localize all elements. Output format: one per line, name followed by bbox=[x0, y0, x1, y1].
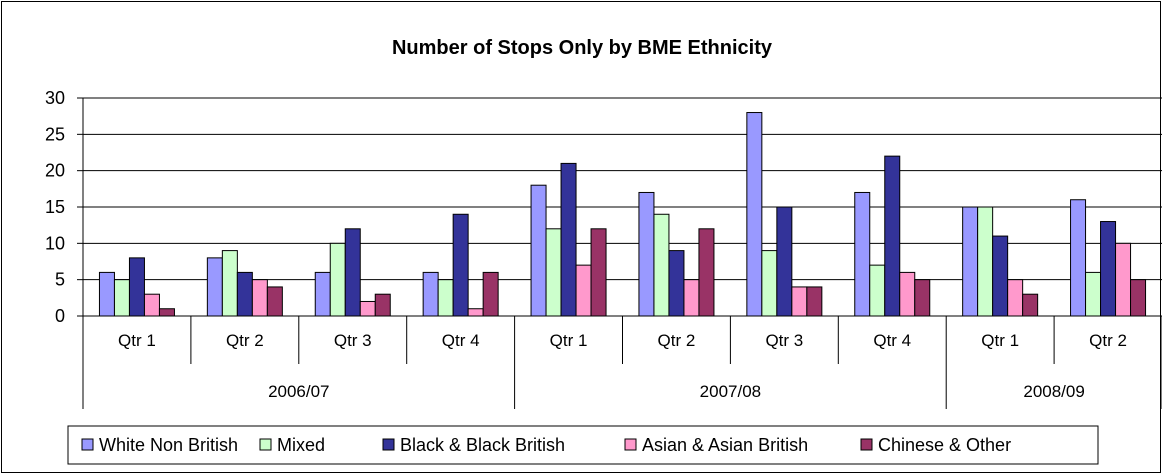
legend-label: Mixed bbox=[277, 435, 325, 455]
bar bbox=[530, 184, 547, 317]
bar bbox=[266, 286, 283, 317]
bar bbox=[698, 228, 715, 317]
bar bbox=[1100, 221, 1117, 317]
bar bbox=[869, 264, 886, 317]
bar bbox=[1115, 242, 1132, 317]
legend-box bbox=[67, 425, 1099, 465]
category-label: Qtr 2 bbox=[1089, 331, 1127, 350]
legend-swatch bbox=[81, 438, 94, 451]
bar bbox=[590, 228, 607, 317]
group-label: 2006/07 bbox=[268, 382, 329, 401]
category-label: Qtr 3 bbox=[765, 331, 803, 350]
bar bbox=[977, 206, 994, 317]
bar bbox=[899, 271, 916, 317]
bar bbox=[761, 250, 778, 317]
category-label: Qtr 2 bbox=[658, 331, 696, 350]
y-tick-label: 0 bbox=[55, 306, 65, 326]
group-label: 2008/09 bbox=[1023, 382, 1084, 401]
legend-swatch bbox=[624, 438, 637, 451]
y-tick-label: 10 bbox=[45, 233, 65, 253]
bar bbox=[482, 271, 499, 317]
bar bbox=[158, 308, 175, 317]
legend-label: White Non British bbox=[99, 435, 238, 455]
bar bbox=[374, 293, 391, 317]
bar bbox=[560, 162, 577, 317]
y-tick-label: 15 bbox=[45, 197, 65, 217]
bar bbox=[452, 213, 469, 317]
legend: White Non British Mixed Black & Black Brit… bbox=[67, 425, 1099, 465]
legend-swatch bbox=[259, 438, 272, 451]
bar bbox=[668, 250, 685, 317]
bar bbox=[422, 271, 439, 317]
bar bbox=[653, 213, 670, 317]
bar bbox=[467, 308, 484, 317]
bar bbox=[1085, 271, 1102, 317]
bar bbox=[221, 250, 238, 317]
bar bbox=[992, 235, 1009, 317]
category-label: Qtr 1 bbox=[550, 331, 588, 350]
legend-swatch bbox=[382, 438, 395, 451]
legend-label: Chinese & Other bbox=[878, 435, 1011, 455]
bar bbox=[776, 206, 793, 317]
bar bbox=[344, 228, 361, 317]
bar bbox=[854, 191, 871, 317]
bar bbox=[1007, 279, 1024, 317]
category-label: Qtr 1 bbox=[981, 331, 1019, 350]
bar bbox=[236, 271, 253, 317]
bar bbox=[113, 279, 130, 317]
bar bbox=[545, 228, 562, 317]
bar bbox=[1022, 293, 1039, 317]
bar bbox=[437, 279, 454, 317]
chart-title: Number of Stops Only by BME Ethnicity bbox=[392, 37, 773, 59]
bar bbox=[206, 257, 223, 317]
y-tick-label: 5 bbox=[55, 270, 65, 290]
axes: 0 5 10 15 20 25 30 Qtr 1 Qtr 2 Qtr 3 Qtr 4 Qtr 1 Qtr… bbox=[45, 88, 1162, 409]
bars bbox=[98, 112, 1147, 317]
y-tick-label: 25 bbox=[45, 124, 65, 144]
bar bbox=[98, 271, 115, 317]
bar bbox=[143, 293, 160, 317]
legend-swatch bbox=[860, 438, 873, 451]
bar bbox=[884, 155, 901, 317]
bar bbox=[746, 112, 763, 317]
bar bbox=[1130, 279, 1147, 317]
group-label: 2007/08 bbox=[700, 382, 761, 401]
bar bbox=[251, 279, 268, 317]
bar bbox=[1070, 199, 1087, 317]
y-tick-label: 20 bbox=[45, 161, 65, 181]
category-label: Qtr 4 bbox=[442, 331, 480, 350]
bar bbox=[914, 279, 931, 317]
bar bbox=[329, 242, 346, 317]
bar bbox=[962, 206, 979, 317]
legend-label: Black & Black British bbox=[400, 435, 565, 455]
bar bbox=[575, 264, 592, 317]
bar bbox=[791, 286, 808, 317]
category-label: Qtr 2 bbox=[226, 331, 264, 350]
y-tick-label: 30 bbox=[45, 88, 65, 108]
bar bbox=[683, 279, 700, 317]
category-label: Qtr 4 bbox=[873, 331, 911, 350]
bar bbox=[128, 257, 145, 317]
bar bbox=[359, 300, 376, 317]
category-label: Qtr 1 bbox=[118, 331, 156, 350]
legend-label: Asian & Asian British bbox=[642, 435, 808, 455]
bar bbox=[314, 271, 331, 317]
bar bbox=[638, 191, 655, 317]
category-label: Qtr 3 bbox=[334, 331, 372, 350]
bar bbox=[806, 286, 823, 317]
